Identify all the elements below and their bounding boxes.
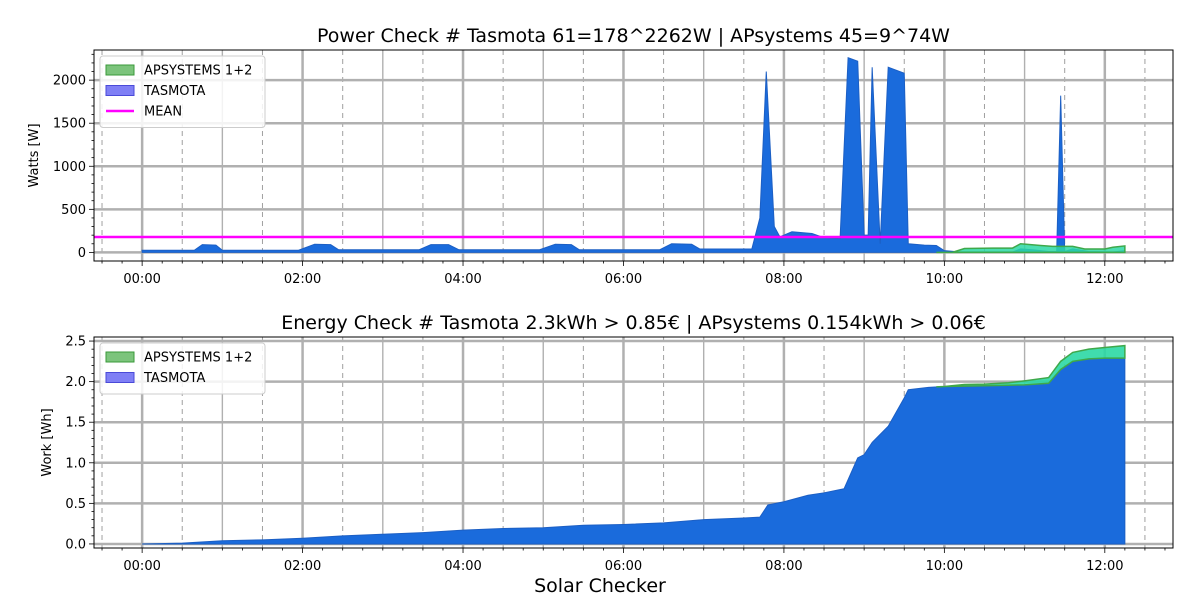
y-tick-label: 0.5 (65, 497, 86, 512)
power-chart: 00:00 02:00 04:00 06:00 08:00 10:00 12:00 0 500 1… (27, 25, 1174, 287)
legend-swatch-apsystems (105, 64, 135, 76)
plot-area (142, 344, 1126, 545)
legend-swatch-apsystems (105, 351, 135, 363)
y-axis-label: Work [Wh] (40, 408, 55, 476)
x-tick-label: 12:00 (1086, 272, 1123, 287)
y-tick-label: 1500 (53, 117, 86, 132)
legend-label: APSYSTEMS 1+2 (144, 351, 252, 366)
axes-frame (93, 336, 1174, 549)
y-tick-label: 2.5 (65, 335, 86, 350)
chart-title: Power Check # Tasmota 61=178^2262W | APs… (317, 25, 950, 47)
axes-frame (93, 49, 1174, 262)
y-tick-label: 1.5 (65, 416, 86, 431)
y-tick-label: 0.0 (65, 537, 86, 552)
legend-label: TASMOTA (143, 371, 205, 386)
y-tick-label: 500 (61, 203, 86, 218)
x-tick-label: 02:00 (284, 272, 321, 287)
tasmota-area (141, 57, 1126, 253)
y-axis-label: Watts [W] (27, 123, 42, 187)
y-tick-label: 0 (78, 246, 86, 261)
legend-box (99, 55, 266, 128)
x-tick-label: 08:00 (765, 272, 802, 287)
x-tick-label: 00:00 (123, 272, 160, 287)
legend-label: APSYSTEMS 1+2 (144, 64, 252, 79)
legend-label: TASMOTA (143, 84, 205, 99)
x-tick-label: 12:00 (1086, 559, 1123, 574)
legend-swatch-tasmota (105, 85, 135, 96)
apsystems-area (936, 344, 1126, 388)
legend-box (99, 342, 266, 395)
plot-area (141, 57, 1126, 254)
x-tick-label: 08:00 (765, 559, 802, 574)
legend-label: MEAN (144, 105, 182, 120)
x-tick-label: 04:00 (444, 559, 481, 574)
x-tick-label: 10:00 (926, 272, 963, 287)
legend: APSYSTEMS 1+2 TASMOTA (99, 342, 266, 395)
apsystems-area (936, 243, 1126, 254)
chart-title: Energy Check # Tasmota 2.3kWh > 0.85€ | … (281, 312, 986, 334)
x-tick-label: 02:00 (284, 559, 321, 574)
y-tick-label: 2000 (53, 74, 86, 89)
legend: APSYSTEMS 1+2 TASMOTA MEAN (99, 55, 266, 128)
y-tick-label: 1000 (53, 160, 86, 175)
x-tick-label: 00:00 (123, 559, 160, 574)
x-tick-label: 06:00 (605, 272, 642, 287)
x-tick-label: 10:00 (926, 559, 963, 574)
x-tick-label: 04:00 (444, 272, 481, 287)
energy-chart: 00:00 02:00 04:00 06:00 08:00 10:00 12:00 0.0 0.… (40, 312, 1174, 574)
legend-swatch-tasmota (105, 372, 135, 383)
figure-suptitle: Solar Checker (534, 575, 666, 597)
x-tick-label: 06:00 (605, 559, 642, 574)
y-tick-label: 2.0 (65, 375, 86, 390)
y-tick-label: 1.0 (65, 456, 86, 471)
